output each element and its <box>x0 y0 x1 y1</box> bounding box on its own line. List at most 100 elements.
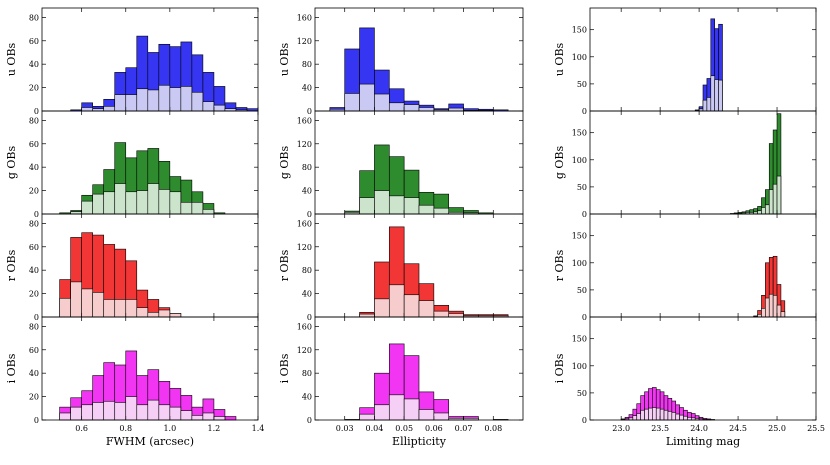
y-tick-label: 50 <box>577 80 587 89</box>
panel-i-col0: 0 20 40 60 80 0.6 0.8 1.0 1.2 1.4 i OBs <box>5 316 264 433</box>
bar-i-subset <box>433 412 450 421</box>
y-tick-label: 120 <box>297 37 312 46</box>
bar-i-subset <box>632 415 638 421</box>
y-tick-label: 40 <box>29 163 39 172</box>
y-tick-label: 80 <box>302 266 312 275</box>
y-tick-label: 50 <box>577 286 587 295</box>
bar-r-subset <box>59 297 71 318</box>
y-tick-label: 0 <box>34 313 39 322</box>
bar-u-subset <box>448 107 464 112</box>
bar-u-subset <box>169 87 182 112</box>
bar-r-subset <box>780 311 786 318</box>
bar-g-subset <box>757 210 762 215</box>
bar-i-subset <box>403 398 420 421</box>
x-tick-label: 23.0 <box>612 424 630 433</box>
y-tick-label: 20 <box>29 187 39 196</box>
y-tick-label: 50 <box>577 389 587 398</box>
y-tick-label: 50 <box>577 183 587 192</box>
panel-u-col0: 0 20 40 60 80 u OBs <box>5 7 259 116</box>
bar-u-subset <box>403 104 420 112</box>
y-tick-label: 80 <box>29 322 39 331</box>
bar-r-subset <box>765 297 770 318</box>
panel-frame <box>589 110 817 215</box>
bar-g-subset <box>776 175 782 215</box>
x-tick-label: 24.5 <box>729 424 747 433</box>
bar-i-subset <box>59 412 71 421</box>
x-tick-label: 0.8 <box>119 424 132 433</box>
bar-g-subset <box>374 190 390 215</box>
y-tick-label: 120 <box>297 346 312 355</box>
y-tick-label: 80 <box>302 60 312 69</box>
bar-r-subset <box>147 312 160 318</box>
bar-r-subset <box>158 309 171 318</box>
bar-g-subset <box>158 189 171 215</box>
bar-r-subset <box>772 295 778 318</box>
bar-r-subset <box>761 308 766 318</box>
y-tick-label: 0 <box>307 416 312 425</box>
bar-r-subset <box>125 299 138 318</box>
bar-i-subset <box>667 411 673 421</box>
bar-g-subset <box>772 183 778 215</box>
bar-u-subset <box>374 93 390 112</box>
y-axis-label-i: i OBs <box>5 353 18 383</box>
y-tick-label: 60 <box>29 37 39 46</box>
bar-g-subset <box>418 204 435 215</box>
y-axis-label-g: g OBs <box>278 146 291 180</box>
y-tick-label: 150 <box>572 335 587 344</box>
bar-u-subset <box>388 102 405 112</box>
y-tick-label: 0 <box>307 210 312 219</box>
bar-r-subset <box>757 313 762 318</box>
bar-i-subset <box>103 400 116 421</box>
bar-u-subset <box>213 104 226 112</box>
y-tick-label: 0 <box>582 313 587 322</box>
y-tick-label: 0 <box>582 416 587 425</box>
y-tick-label: 0 <box>307 313 312 322</box>
bar-i-subset <box>640 409 645 421</box>
x-tick-label: 0.06 <box>425 424 443 433</box>
y-tick-label: 0 <box>34 107 39 116</box>
x-tick-label: 23.5 <box>651 424 669 433</box>
panel-i-col1: 0 40 80 120 160 0.03 0.04 0.05 0.06 0.07 0.08 i OBs <box>278 316 524 433</box>
panel-g-col2: 0 50 100 150 g OBs <box>553 110 817 219</box>
y-tick-label: 120 <box>297 243 312 252</box>
y-tick-label: 160 <box>297 13 312 22</box>
x-axis-label-col1: Ellipticity <box>392 435 447 448</box>
bar-u-subset <box>180 86 193 112</box>
panel-frame <box>314 316 524 421</box>
bar-i-subset <box>644 408 649 421</box>
bar-u-subset <box>81 107 93 112</box>
panel-g-col0: 0 20 40 60 80 g OBs <box>5 110 259 219</box>
bar-i-subset <box>652 407 657 421</box>
bar-g-subset <box>433 207 450 215</box>
bar-i-subset <box>675 413 680 421</box>
bar-u-subset <box>158 84 171 112</box>
bar-g-subset <box>92 193 105 215</box>
panel-u-col2: 0 50 100 150 u OBs <box>553 7 817 116</box>
panel-frame <box>41 316 259 421</box>
bar-r-subset <box>169 313 182 318</box>
y-axis-label-u: u OBs <box>5 42 18 76</box>
y-tick-label: 160 <box>297 116 312 125</box>
bar-i-subset <box>191 415 204 421</box>
y-tick-label: 40 <box>29 369 39 378</box>
bar-r-subset <box>448 313 464 318</box>
bar-i-subset <box>147 399 160 421</box>
panel-r-col2: 0 50 100 150 r OBs <box>553 213 817 322</box>
bar-r-subset <box>136 307 149 318</box>
bar-u-subset <box>359 83 375 112</box>
bar-r-subset <box>776 304 782 318</box>
panel-r-col1: 0 40 80 120 160 r OBs <box>278 213 524 322</box>
y-tick-label: 0 <box>34 210 39 219</box>
bar-u-subset <box>418 107 435 112</box>
y-tick-label: 150 <box>572 129 587 138</box>
y-axis-label-r: r OBs <box>5 249 18 281</box>
x-tick-label: 1.2 <box>208 424 221 433</box>
bar-i-subset <box>92 402 105 421</box>
y-tick-label: 40 <box>302 187 312 196</box>
bar-i-subset <box>114 402 127 421</box>
y-tick-label: 40 <box>29 266 39 275</box>
y-tick-label: 60 <box>29 346 39 355</box>
bar-g-subset <box>768 189 774 215</box>
bar-u-subset <box>718 79 723 112</box>
